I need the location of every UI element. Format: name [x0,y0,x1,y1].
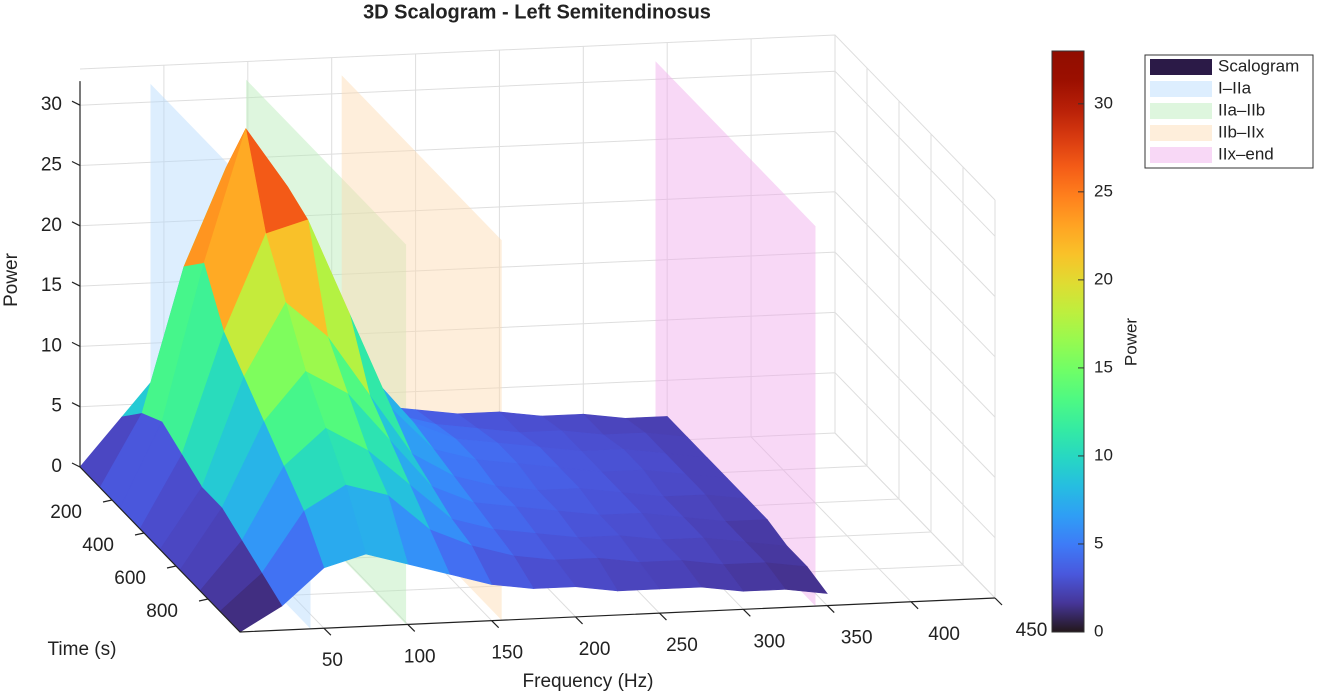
x-tick-label: 350 [841,628,873,649]
x-tick-label: 400 [928,624,960,645]
z-tick-label: 30 [41,94,62,115]
colorbar-tick-label: 5 [1094,533,1103,552]
colorbar-tick-label: 30 [1094,93,1113,112]
x-tick-label: 450 [1016,620,1048,641]
grid-line [207,167,964,600]
x-axis-label: Frequency (Hz) [523,671,654,692]
y-tick [166,565,177,569]
z-tick [71,402,81,408]
chart-title: 3D Scalogram - Left Semitendinosus [363,1,711,23]
colorbar-tick-label: 10 [1094,445,1113,464]
colorbar-label: Power [1121,318,1140,367]
colorbar-tick-label: 0 [1094,621,1103,640]
x-tick-label: 250 [666,635,698,656]
y-tick-label: 800 [146,601,178,622]
z-tick-label: 15 [41,275,62,296]
colorbar: 0 5 10 15 20 25 30 [1051,50,1113,640]
x-tick [323,627,332,636]
x-tick-label: 200 [579,639,611,660]
legend-swatch [1150,103,1212,119]
z-tick-label: 0 [51,456,62,477]
legend-label: IIb–IIx [1218,122,1265,141]
legend-swatch [1150,81,1212,97]
z-tick-label: 5 [51,396,62,417]
x-tick [407,624,416,632]
x-tick [659,612,667,621]
grid-line [750,38,912,603]
z-tick [71,462,81,468]
x-tick-label: 50 [322,650,343,671]
legend-swatch [1150,147,1212,163]
legend-label: IIx–end [1218,144,1274,163]
y-tick-label: 600 [114,568,146,589]
z-tick [71,341,81,347]
colorbar-tick-label: 15 [1094,357,1113,376]
y-axis-label: Time (s) [48,639,117,660]
x-tick-label: 150 [491,643,523,664]
y-tick-label: 200 [50,502,82,523]
z-tick [71,281,81,287]
legend-label: Scalogram [1218,56,1299,75]
legend-swatch [1150,125,1212,141]
y-tick-label: 400 [82,535,114,556]
x-tick [742,608,751,617]
x-tick [910,601,919,610]
x-tick [994,597,1003,606]
legend-label: I–IIa [1218,78,1252,97]
z-tick-label: 20 [41,215,62,236]
z-tick-label: 25 [41,155,62,176]
x-tick [575,616,583,625]
colorbar-bar [1051,50,1085,633]
x-tick [826,605,835,613]
x-tick [491,620,500,629]
x-tick-label: 300 [753,631,785,652]
x-tick-label: 100 [404,646,436,667]
z-tick-label: 10 [41,335,62,356]
z-tick [71,160,81,167]
y-tick [198,598,209,602]
colorbar-tick-label: 25 [1094,181,1113,200]
legend: Scalogram I–IIa IIa–IIb IIb–IIx IIx–end [1144,54,1314,169]
z-tick [71,100,81,106]
colorbar-tick-label: 20 [1094,269,1113,288]
z-axis-label: Power [1,252,22,307]
z-tick [71,221,81,227]
axis-line [79,81,996,633]
y-tick [134,532,145,536]
y-tick [102,499,113,503]
legend-label: IIa–IIb [1218,100,1265,119]
legend-swatch [1150,59,1212,75]
